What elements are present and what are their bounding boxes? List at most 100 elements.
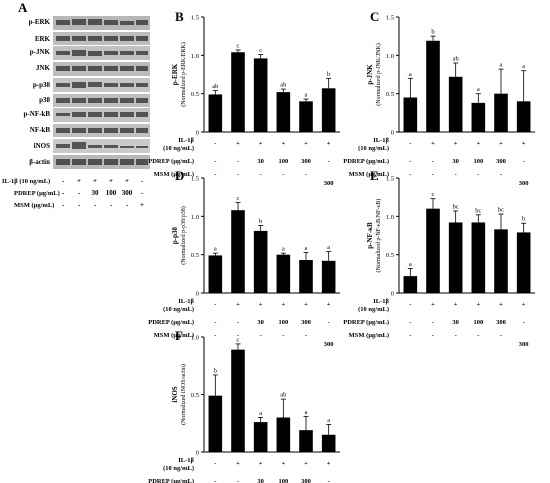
significance-letter: c — [432, 191, 435, 198]
y-axis-subtitle: (Normalized iNOS/actin) — [180, 364, 187, 425]
treatment-cell: - — [237, 171, 239, 178]
panel-letter: F — [175, 328, 183, 343]
significance-letter: c — [237, 42, 240, 49]
treatment-cell: - — [477, 171, 479, 178]
blot-label-actin: β-actin — [29, 158, 50, 166]
treatment-cell: - — [432, 319, 434, 326]
panel-c-chart: C00.51.01.5p-JNK (Normalized p-JNK/JNK) ab… — [343, 9, 535, 187]
significance-letter: a — [305, 92, 308, 99]
treatment-cell: - — [282, 171, 284, 178]
bar — [321, 260, 336, 293]
panel-f-chart: F 0 0.5 1.0 iNOS (Normalized iNOS/actin) b c a ab… — [148, 328, 340, 483]
treatment-cell: + — [236, 140, 240, 147]
bar — [253, 422, 268, 452]
significance-letter: a — [409, 261, 412, 268]
treatment-cell: - — [260, 171, 262, 178]
treatment-cell: - — [214, 332, 216, 339]
treatment-cell: - — [432, 332, 434, 339]
bar — [494, 229, 508, 293]
panel-a-cell: - — [126, 201, 129, 209]
treatment-cell: - — [305, 332, 307, 339]
significance-letter: bc — [498, 207, 504, 214]
treatment-cell: - — [260, 332, 262, 339]
treatment-cell: 300 — [301, 478, 311, 483]
blot-label-p-p38: p-p38 — [33, 81, 51, 89]
panel-a-cell: + — [77, 177, 81, 185]
treatment-cell: 30 — [257, 319, 264, 326]
treatment-cell: 30 — [452, 319, 459, 326]
significance-letter: a — [259, 410, 262, 417]
treatment-cell: 30 — [257, 478, 264, 483]
significance-letter: c — [259, 47, 262, 54]
treatment-cell: - — [237, 332, 239, 339]
treatment-cell: - — [214, 319, 216, 326]
bar — [471, 222, 486, 293]
blot-label-inos: iNOS — [34, 142, 50, 150]
treatment-cell: - — [455, 171, 457, 178]
blot-label-p38: p38 — [39, 96, 50, 104]
treatment-cell: - — [328, 158, 330, 165]
treatment-cell: 100 — [278, 478, 288, 483]
treatment-cell: + — [259, 301, 263, 308]
treatment-cell: 300 — [324, 341, 334, 348]
treatment-cell: 300 — [519, 180, 529, 187]
significance-letter: ab — [280, 392, 286, 399]
treatment-cell: + — [454, 140, 458, 147]
treatment-label-msm: MSM (μg/mL) — [154, 171, 194, 178]
treatment-cell: 300 — [301, 319, 311, 326]
significance-letter: a — [327, 244, 330, 251]
blot-label-jnk: JNK — [36, 64, 51, 72]
panel-a-cell: - — [78, 189, 81, 197]
treatment-cell: - — [328, 319, 330, 326]
treatment-cell: + — [431, 301, 435, 308]
treatment-cell: + — [236, 301, 240, 308]
bar — [516, 101, 531, 132]
treatment-sublabel-il1b: (10 ng/mL) — [163, 145, 194, 152]
bar — [231, 349, 245, 452]
treatment-cell: 300 — [496, 319, 506, 326]
y-axis-subtitle: (Normalized p-p38/p38) — [180, 206, 187, 264]
panel-letter: E — [370, 168, 379, 183]
y-tick-label: 0 — [196, 291, 199, 298]
treatment-cell: - — [523, 319, 525, 326]
y-axis-subtitle: (Normalized p-ERK/ERK) — [180, 42, 187, 106]
bar — [299, 430, 313, 452]
panel-a-letter: A — [18, 0, 28, 15]
significance-letter: ab — [280, 82, 286, 89]
treatment-cell: - — [237, 478, 239, 483]
treatment-cell: + — [454, 301, 458, 308]
treatment-cell: - — [214, 301, 216, 308]
panel-a-row-il1b-label: IL-1β (10 ng/mL) — [2, 178, 50, 185]
treatment-cell: - — [409, 332, 411, 339]
significance-letter: b — [522, 216, 525, 223]
panel-letter: D — [175, 168, 184, 183]
panel-a-cell: + — [93, 177, 97, 185]
treatment-cell: - — [477, 332, 479, 339]
y-axis-title: iNOS — [171, 386, 179, 402]
panel-d-chart: D 0 0.5 1.0 1.5 p-p38 (Normalized p-p38/p38) a c… — [148, 168, 340, 348]
y-axis-subtitle: (Normalized p-NF-κB/NF-κB) — [375, 199, 382, 273]
panel-a-cell: - — [141, 189, 144, 197]
significance-letter: ab — [453, 56, 459, 63]
treatment-cell: 300 — [301, 158, 311, 165]
y-axis-subtitle: (Normalized p-JNK/JNK) — [375, 43, 382, 105]
treatment-cell: - — [432, 171, 434, 178]
y-tick-label: 0 — [391, 130, 394, 137]
treatment-sublabel-il1b: (10 ng/mL) — [163, 465, 194, 472]
treatment-cell: - — [523, 158, 525, 165]
treatment-cell: + — [476, 301, 480, 308]
treatment-cell: + — [327, 301, 331, 308]
y-tick-label: 0.5 — [191, 392, 199, 399]
treatment-cell: + — [236, 460, 240, 467]
treatment-label-msm: MSM (μg/mL) — [154, 332, 194, 339]
panel-a-cell: - — [62, 201, 65, 209]
treatment-cell: + — [522, 140, 526, 147]
bar — [231, 52, 245, 133]
treatment-cell: - — [409, 301, 411, 308]
treatment-sublabel-il1b: (10 ng/mL) — [163, 306, 194, 313]
bar — [276, 254, 291, 293]
y-axis-title: p-JNK — [366, 64, 374, 85]
y-tick-label: 1.5 — [191, 15, 199, 22]
panel-a-cell: + — [140, 201, 144, 209]
